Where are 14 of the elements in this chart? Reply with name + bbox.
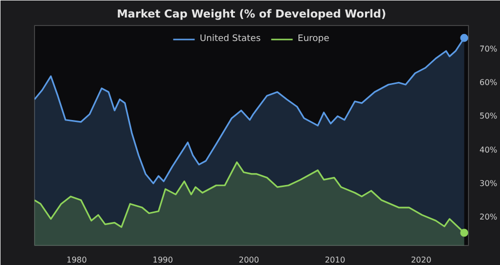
y-tick-label: 70% xyxy=(480,44,498,54)
x-tick-label: 2020 xyxy=(410,256,432,264)
legend-label: United States xyxy=(200,34,261,44)
x-tick-label: 2010 xyxy=(324,256,346,264)
x-tick-label: 2000 xyxy=(238,256,260,264)
x-tick-label: 1980 xyxy=(66,256,87,264)
y-tick-label: 40% xyxy=(480,145,498,154)
y-tick-label: 30% xyxy=(480,178,498,188)
legend-label: Europe xyxy=(298,34,330,44)
x-tick-label: 1990 xyxy=(152,256,173,264)
chart-title: Market Cap Weight (% of Developed World) xyxy=(116,8,386,20)
y-tick-label: 20% xyxy=(480,212,498,222)
y-tick-label: 50% xyxy=(480,112,498,121)
y-tick-label: 60% xyxy=(480,78,498,88)
